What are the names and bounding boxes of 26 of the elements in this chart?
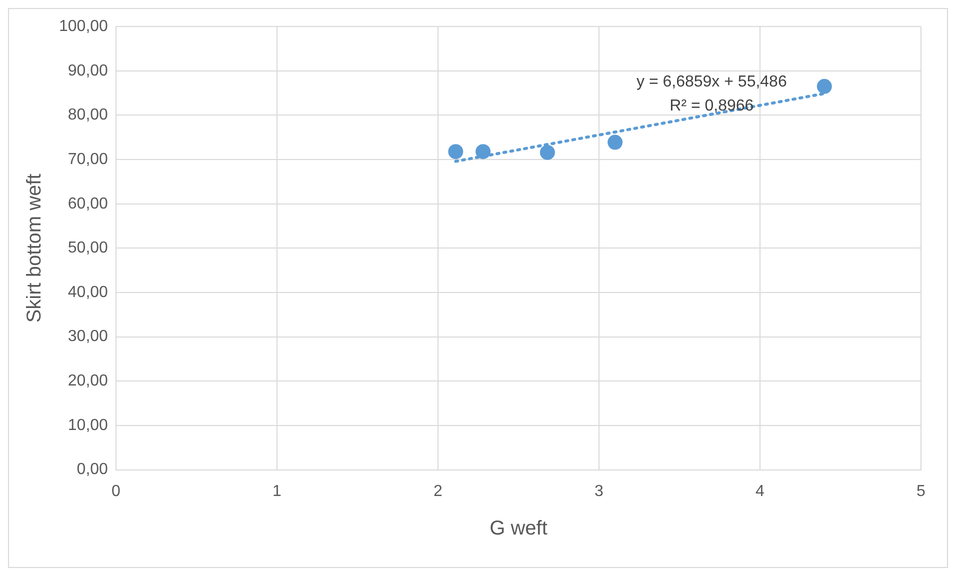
y-tick-label: 50,00 — [68, 240, 108, 257]
y-tick-label: 30,00 — [68, 328, 108, 346]
y-tick-label: 70,00 — [68, 150, 108, 168]
annotation: y = 6,6859x + 55,486 — [636, 74, 787, 91]
y-tick-label: 10,00 — [68, 416, 108, 434]
point — [476, 144, 491, 160]
y-axis-title: Skirt bottom weft — [24, 173, 46, 323]
y-tick-label: 20,00 — [68, 372, 108, 390]
y-tick-label: 80,00 — [68, 106, 108, 124]
point — [608, 134, 623, 150]
annotation: R² = 0,8966 — [670, 98, 754, 115]
y-tick-label: 90,00 — [68, 62, 108, 80]
x-tick-label: 4 — [756, 482, 765, 500]
x-axis-title: G weft — [490, 518, 548, 540]
point — [540, 144, 555, 160]
x-tick-label: 2 — [434, 482, 443, 500]
x-tick-label: 0 — [111, 482, 120, 500]
point — [448, 144, 464, 160]
x-tick-label: 5 — [916, 482, 926, 500]
y-tick-label: 0,00 — [76, 461, 108, 478]
x-tick-label: 1 — [272, 482, 282, 500]
y-tick-label: 40,00 — [68, 284, 108, 301]
point — [816, 78, 832, 94]
x-tick-label: 3 — [594, 482, 604, 500]
y-tick-label: 60,00 — [68, 195, 108, 212]
y-tick-label: 100,00 — [59, 18, 108, 36]
